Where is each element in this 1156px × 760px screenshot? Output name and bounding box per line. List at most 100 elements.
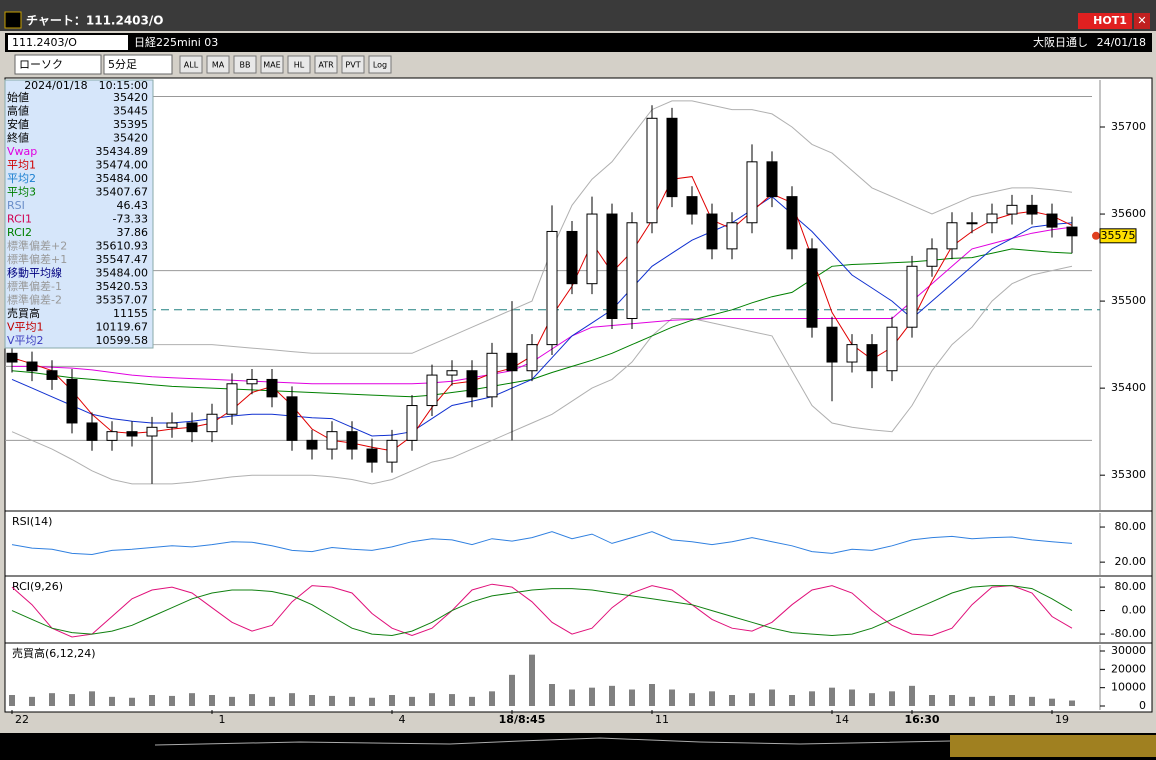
candle-body <box>746 161 758 224</box>
candle-body <box>246 378 258 385</box>
info-label: 終値 <box>7 131 29 145</box>
indicator-button[interactable] <box>314 55 338 74</box>
info-label: 安値 <box>7 117 29 131</box>
interval-select[interactable] <box>103 54 173 75</box>
scroll-thumb[interactable] <box>950 735 1156 757</box>
hot-badge[interactable] <box>1078 13 1132 29</box>
candle-body <box>386 439 398 463</box>
volume-bar <box>49 693 55 707</box>
info-value: 35610.93 <box>96 240 149 253</box>
indicator-button-label: MA <box>212 61 225 70</box>
info-value: 35407.67 <box>96 186 149 199</box>
candle-body <box>406 405 418 441</box>
info-panel <box>4 79 154 349</box>
candle-body <box>486 352 498 398</box>
candle-body <box>206 413 218 433</box>
info-label: 高値 <box>7 104 29 118</box>
volume-bar <box>1049 698 1055 707</box>
info-label: V平均1 <box>7 321 44 334</box>
candle-body <box>606 213 618 320</box>
indicator-button-label: Log <box>373 61 387 70</box>
volume-bar <box>529 654 535 707</box>
date: 24/01/18 <box>1097 36 1146 49</box>
info-value: 35484.00 <box>96 267 149 280</box>
info-value: 35357.07 <box>96 294 149 307</box>
y-tick-label: 20000 <box>1111 662 1146 675</box>
candle-body <box>126 431 138 437</box>
info-label: 平均3 <box>7 186 36 199</box>
candle-body <box>426 374 438 407</box>
overview-line <box>154 737 951 746</box>
volume-bar <box>669 689 675 707</box>
volume-bar <box>309 695 315 707</box>
candle-body <box>786 196 798 250</box>
info-value: 37.86 <box>117 226 149 239</box>
y-tick-label: 10000 <box>1111 681 1146 694</box>
candle-body <box>1006 204 1018 215</box>
volume-bar <box>949 695 955 707</box>
candle-body <box>806 248 818 328</box>
volume-bar <box>469 696 475 707</box>
close-button[interactable] <box>1134 13 1150 29</box>
indicator-line <box>11 195 1073 437</box>
info-label: 標準偏差-2 <box>7 293 62 307</box>
candle-body <box>326 431 338 450</box>
close-x: ✕ <box>1137 14 1146 27</box>
candle-body <box>306 439 318 450</box>
y-tick-label: -80.00 <box>1111 627 1146 640</box>
volume-bar <box>929 695 935 707</box>
candle-body <box>566 230 578 285</box>
indicator-button[interactable] <box>206 55 230 74</box>
panel-title: RSI(14) <box>12 515 52 528</box>
x-tick-label: 1 <box>219 713 226 726</box>
app-icon <box>4 11 22 29</box>
info-value: 46.43 <box>117 199 149 212</box>
info-value: 35420.53 <box>96 280 149 293</box>
last-price-marker <box>1092 231 1100 240</box>
info-bar <box>5 33 1152 52</box>
volume-bar <box>689 693 695 707</box>
style-select[interactable] <box>14 54 102 75</box>
candle-body <box>1066 226 1078 237</box>
volume-bar <box>349 696 355 707</box>
indicator-button[interactable] <box>260 55 284 74</box>
info-label: 売買高 <box>7 306 40 320</box>
volume-bar <box>149 695 155 707</box>
info-label: Vwap <box>7 145 37 158</box>
info-label: 平均1 <box>7 159 36 172</box>
indicator-line <box>11 248 1073 398</box>
indicator-button[interactable] <box>287 55 311 74</box>
info-label: 始値 <box>7 90 29 104</box>
volume-bar <box>449 694 455 707</box>
volume-bar <box>709 691 715 707</box>
volume-bar <box>369 697 375 707</box>
candle-body <box>106 431 118 441</box>
indicator-button[interactable] <box>341 55 365 74</box>
indicator-line <box>11 531 1073 556</box>
info-value: 35484.00 <box>96 172 149 185</box>
volume-bar <box>789 695 795 707</box>
volume-bar <box>389 695 395 707</box>
indicator-button[interactable] <box>368 55 392 74</box>
info-label: V平均2 <box>7 334 44 347</box>
volume-bar <box>549 684 555 707</box>
volume-bar <box>209 695 215 707</box>
panel-title: 売買高(6,12,24) <box>12 646 96 660</box>
volume-bar <box>1069 700 1075 707</box>
y-tick-label: 35500 <box>1111 294 1146 307</box>
indicator-line <box>11 100 1073 354</box>
indicator-button-label: HL <box>294 61 305 70</box>
candle-body <box>186 422 198 433</box>
candle-body <box>846 344 858 363</box>
indicator-button[interactable] <box>179 55 203 74</box>
candle-body <box>226 383 238 415</box>
info-value: 10119.67 <box>96 321 149 334</box>
volume-bar <box>429 693 435 707</box>
indicator-button[interactable] <box>233 55 257 74</box>
symbol-input[interactable] <box>8 35 128 50</box>
volume-bar <box>249 694 255 707</box>
window-title: チャート：111.2403/O <box>26 14 163 28</box>
volume-bar <box>9 695 15 707</box>
y-tick-label: 35400 <box>1111 381 1146 394</box>
